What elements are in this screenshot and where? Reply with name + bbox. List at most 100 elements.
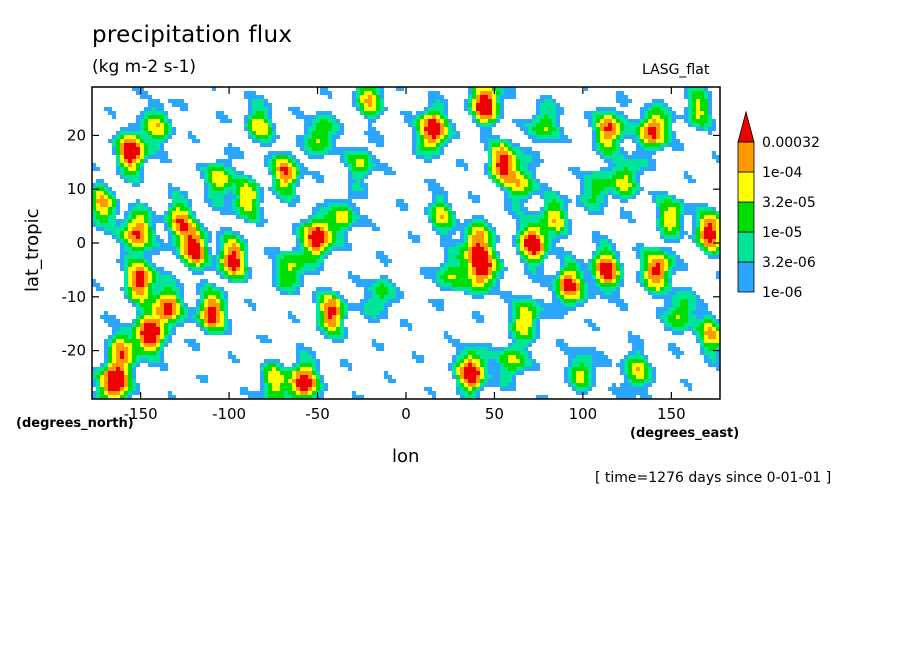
- field-cell: [200, 327, 204, 331]
- field-cell: [496, 99, 500, 103]
- field-cell: [560, 207, 564, 211]
- field-cell: [92, 215, 96, 219]
- field-cell: [664, 239, 668, 243]
- field-cell: [680, 295, 684, 299]
- field-cell: [584, 179, 588, 183]
- field-cell: [328, 247, 332, 251]
- field-cell: [516, 315, 520, 319]
- field-cell: [332, 295, 336, 299]
- field-cell: [420, 135, 424, 139]
- field-cell: [156, 271, 160, 275]
- field-cell: [696, 107, 700, 111]
- field-cell: [220, 203, 224, 207]
- field-cell: [664, 311, 668, 315]
- field-cell: [188, 315, 192, 319]
- field-cell: [180, 295, 184, 299]
- field-cell: [704, 311, 708, 315]
- field-cell: [344, 243, 348, 247]
- field-cell: [552, 283, 556, 287]
- field-cell: [268, 163, 272, 167]
- field-cell: [292, 179, 296, 183]
- field-cell: [488, 223, 492, 227]
- field-cell: [152, 343, 156, 347]
- field-cell: [248, 271, 252, 275]
- field-cell: [492, 99, 496, 103]
- field-cell: [512, 311, 516, 315]
- field-cell: [168, 339, 172, 343]
- field-cell: [448, 223, 452, 227]
- field-cell: [296, 183, 300, 187]
- field-cell: [300, 231, 304, 235]
- field-cell: [536, 331, 540, 335]
- field-cell: [444, 243, 448, 247]
- field-cell: [308, 271, 312, 275]
- field-cell: [252, 127, 256, 131]
- field-cell: [252, 303, 256, 307]
- field-cell: [164, 331, 168, 335]
- field-cell: [548, 231, 552, 235]
- field-cell: [564, 215, 568, 219]
- field-cell: [288, 251, 292, 255]
- field-cell: [296, 159, 300, 163]
- field-cell: [256, 95, 260, 99]
- field-cell: [264, 159, 268, 163]
- field-cell: [368, 287, 372, 291]
- field-cell: [444, 123, 448, 127]
- field-cell: [264, 139, 268, 143]
- field-cell: [208, 291, 212, 295]
- field-cell: [472, 315, 476, 319]
- field-cell: [216, 271, 220, 275]
- field-cell: [380, 143, 384, 147]
- field-cell: [252, 183, 256, 187]
- field-cell: [472, 275, 476, 279]
- field-cell: [264, 107, 268, 111]
- field-cell: [180, 211, 184, 215]
- field-cell: [672, 227, 676, 231]
- field-cell: [560, 279, 564, 283]
- field-cell: [332, 239, 336, 243]
- field-cell: [136, 235, 140, 239]
- field-cell: [280, 259, 284, 263]
- field-cell: [152, 251, 156, 255]
- field-cell: [156, 319, 160, 323]
- field-cell: [384, 107, 388, 111]
- field-cell: [704, 87, 708, 91]
- field-cell: [176, 187, 180, 191]
- field-cell: [528, 311, 532, 315]
- field-cell: [160, 299, 164, 303]
- field-cell: [204, 235, 208, 239]
- field-cell: [640, 279, 644, 283]
- field-cell: [328, 307, 332, 311]
- field-cell: [672, 299, 676, 303]
- field-cell: [256, 211, 260, 215]
- field-cell: [444, 283, 448, 287]
- field-cell: [324, 335, 328, 339]
- field-cell: [448, 243, 452, 247]
- field-cell: [672, 143, 676, 147]
- field-cell: [380, 107, 384, 111]
- field-cell: [376, 255, 380, 259]
- field-cell: [192, 339, 196, 343]
- field-cell: [616, 195, 620, 199]
- field-cell: [196, 315, 200, 319]
- field-cell: [668, 111, 672, 115]
- field-cell: [248, 203, 252, 207]
- field-cell: [184, 259, 188, 263]
- field-cell: [508, 343, 512, 347]
- field-cell: [284, 271, 288, 275]
- field-cell: [384, 163, 388, 167]
- field-cell: [104, 223, 108, 227]
- field-cell: [304, 251, 308, 255]
- field-cell: [668, 207, 672, 211]
- field-cell: [612, 283, 616, 287]
- field-cell: [564, 203, 568, 207]
- field-cell: [580, 279, 584, 283]
- field-cell: [660, 311, 664, 315]
- field-cell: [468, 287, 472, 291]
- field-cell: [128, 327, 132, 331]
- field-cell: [168, 275, 172, 279]
- field-cell: [620, 263, 624, 267]
- field-cell: [656, 291, 660, 295]
- field-cell: [660, 275, 664, 279]
- field-cell: [228, 167, 232, 171]
